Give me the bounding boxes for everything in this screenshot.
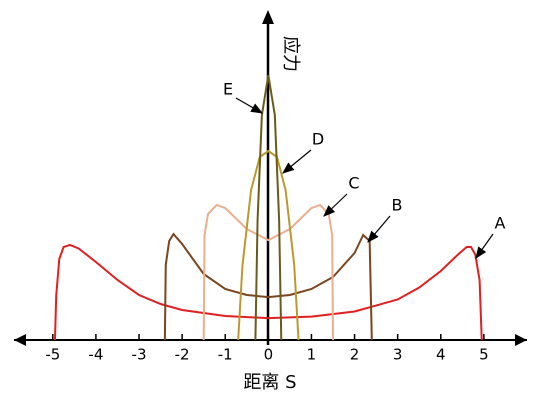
x-tick-label: -2 — [175, 346, 190, 364]
x-axis-arrow — [14, 334, 26, 346]
curve — [53, 243, 483, 341]
x-axis-arrow — [515, 334, 527, 346]
series-label: C — [348, 174, 359, 193]
label-arrow — [367, 215, 391, 243]
label-arrow — [475, 233, 494, 259]
x-tick-label: -5 — [45, 346, 60, 364]
x-tick-label: 3 — [393, 346, 403, 364]
y-axis-arrow — [262, 10, 274, 24]
curve — [163, 232, 373, 341]
curve — [237, 149, 300, 341]
x-tick-label: 5 — [479, 346, 489, 364]
series-label: B — [392, 196, 403, 215]
x-tick-label: 1 — [307, 346, 317, 364]
y-axis-label: 应力 — [280, 36, 301, 72]
label-arrow — [235, 97, 264, 114]
label-arrow — [323, 193, 348, 217]
x-tick-label: 2 — [350, 346, 360, 364]
label-arrow — [282, 149, 312, 174]
curve — [254, 74, 283, 341]
series-label: D — [312, 130, 324, 149]
series-label: E — [223, 80, 233, 99]
x-tick-label: -4 — [88, 346, 103, 364]
x-tick-label: 4 — [436, 346, 446, 364]
x-tick-label: 0 — [264, 346, 274, 364]
x-tick-label: -3 — [132, 346, 147, 364]
x-tick-label: -1 — [218, 346, 233, 364]
x-axis-label: 距离 S — [243, 372, 296, 393]
series-label: A — [495, 214, 506, 233]
